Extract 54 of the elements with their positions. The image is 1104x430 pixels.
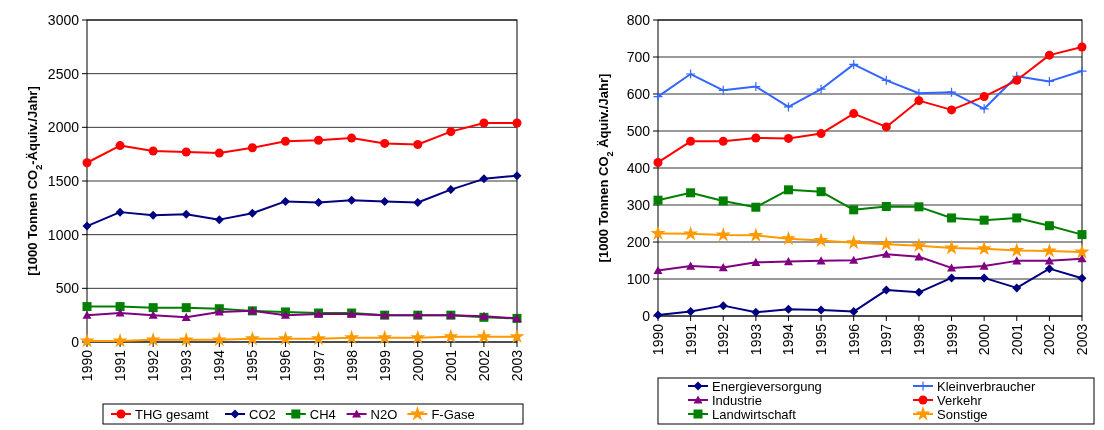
x-tick-label: 2002 — [475, 349, 492, 382]
legend-label: CO2 — [249, 406, 276, 422]
y-tick-label: 500 — [55, 280, 80, 297]
x-tick-label: 1999 — [376, 349, 393, 382]
legend-label: Kleinverbraucher — [937, 378, 1036, 394]
legend-label: Energieversorgung — [712, 378, 822, 394]
x-tick-label: 1993 — [747, 323, 764, 356]
x-tick-label: 1994 — [211, 349, 228, 382]
legend-label: Verkehr — [937, 392, 983, 408]
x-tick-label: 2000 — [409, 349, 426, 382]
y-tick-label: 800 — [626, 11, 651, 28]
x-tick-label: 2003 — [509, 349, 525, 382]
y-tick-label: 0 — [642, 307, 651, 324]
y-tick-label: 500 — [626, 122, 651, 139]
y-tick-label: 600 — [626, 85, 651, 102]
y-tick-label: 700 — [626, 48, 651, 65]
x-tick-label: 2001 — [442, 349, 459, 382]
legend-label: N2O — [370, 406, 398, 422]
x-tick-label: 1993 — [178, 349, 195, 382]
legend-label: Sonstige — [937, 406, 988, 422]
x-tick-label: 1996 — [277, 349, 294, 382]
y-tick-label: 2000 — [47, 119, 80, 136]
x-tick-label: 2003 — [1074, 323, 1090, 356]
x-tick-label: 1992 — [715, 323, 732, 356]
x-tick-label: 1994 — [780, 323, 797, 356]
y-tick-label: 400 — [626, 159, 651, 176]
y-tick-label: 1000 — [47, 226, 80, 243]
legend-label: CH4 — [309, 406, 336, 422]
y-tick-label: 0 — [71, 333, 80, 350]
x-tick-label: 1991 — [682, 323, 699, 356]
legend-label: THG gesamt — [135, 406, 210, 422]
x-tick-label: 1990 — [650, 323, 666, 356]
x-tick-label: 1999 — [943, 323, 960, 356]
x-tick-label: 1996 — [845, 323, 862, 356]
x-tick-label: 1998 — [343, 349, 360, 382]
x-tick-label: 1998 — [910, 323, 927, 356]
x-tick-label: 1997 — [310, 349, 327, 382]
legend-label: F-Gase — [431, 406, 475, 422]
y-tick-label: 3000 — [47, 11, 80, 28]
y-tick-label: 200 — [626, 233, 651, 250]
x-tick-label: 2000 — [976, 323, 993, 356]
x-tick-label: 1992 — [145, 349, 162, 382]
y-tick-label: 2500 — [47, 65, 80, 82]
x-tick-label: 1995 — [813, 323, 830, 356]
x-tick-label: 1995 — [244, 349, 261, 382]
y-tick-label: 1500 — [47, 172, 80, 189]
x-tick-label: 1997 — [878, 323, 895, 356]
x-tick-label: 1991 — [112, 349, 129, 382]
y-tick-label: 100 — [626, 270, 651, 287]
y-tick-label: 300 — [626, 196, 651, 213]
x-tick-label: 2001 — [1008, 323, 1025, 356]
x-tick-label: 1990 — [79, 349, 95, 382]
legend-label: Landwirtschaft — [712, 406, 797, 422]
x-tick-label: 2002 — [1041, 323, 1058, 356]
